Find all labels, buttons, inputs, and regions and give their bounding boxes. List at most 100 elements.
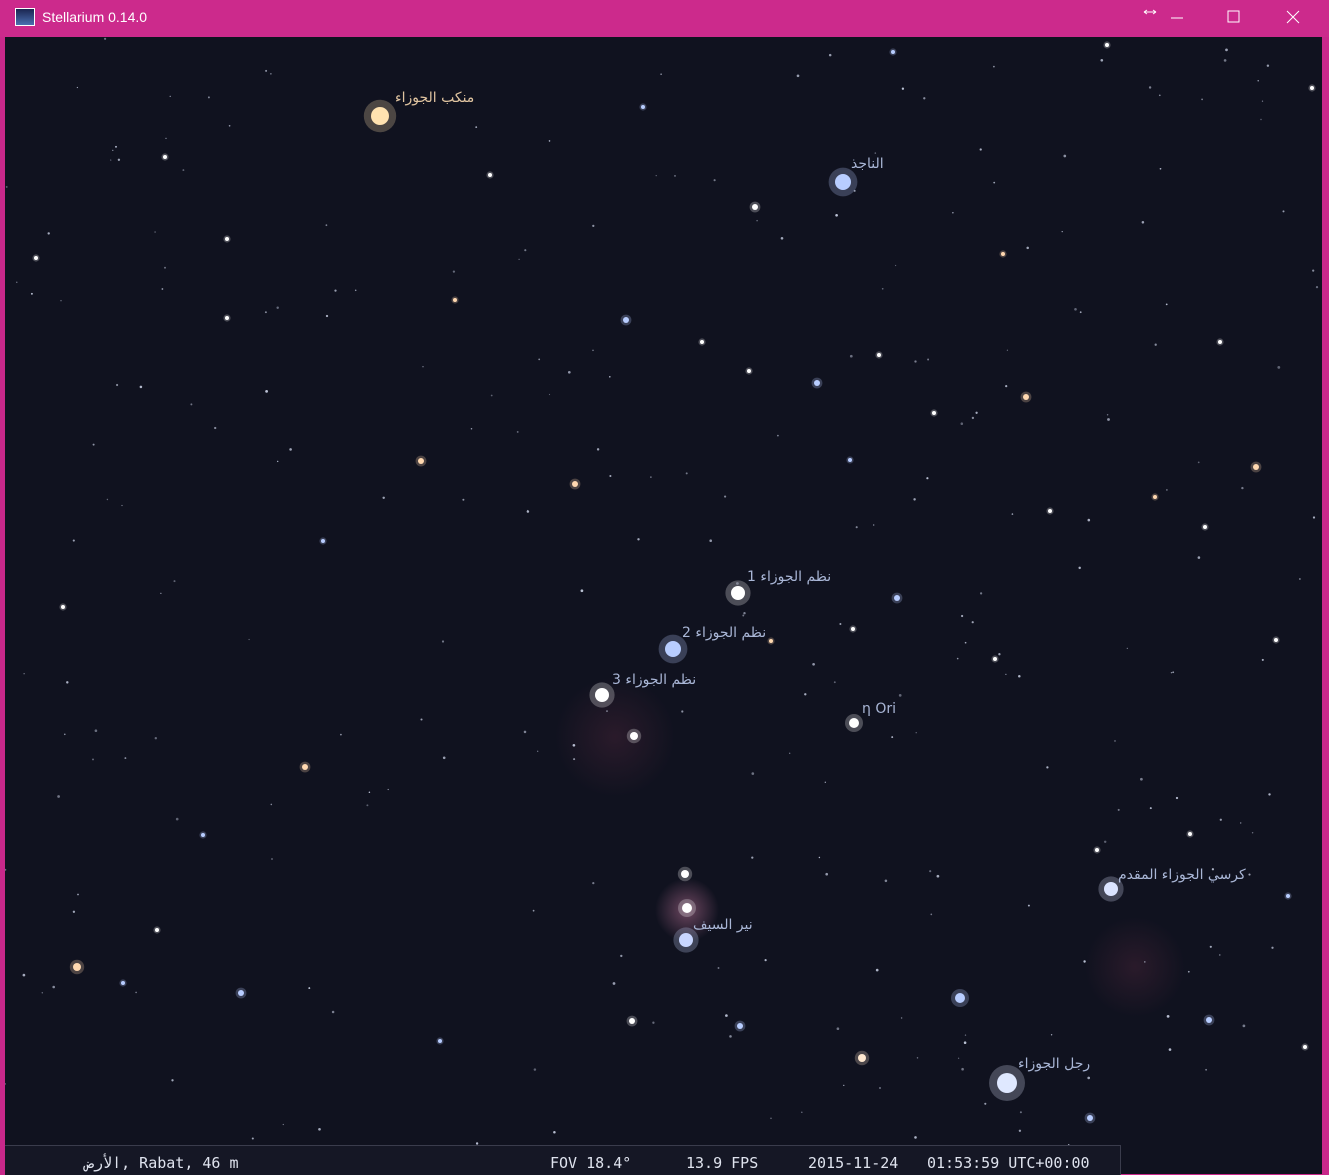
faint-star (1020, 1111, 1022, 1113)
faint-star (388, 789, 389, 790)
faint-star (1252, 832, 1253, 833)
faint-star (382, 497, 384, 499)
faint-star (993, 66, 995, 68)
star (1218, 340, 1222, 344)
star (225, 237, 229, 241)
star (891, 50, 895, 54)
star (747, 369, 751, 373)
faint-star (825, 782, 826, 783)
faint-star (686, 472, 688, 474)
faint-star (1166, 304, 1168, 306)
faint-star (709, 539, 712, 542)
faint-star (60, 300, 62, 302)
faint-star (1243, 1025, 1246, 1028)
faint-star (277, 461, 278, 462)
faint-star (326, 224, 328, 226)
faint-star (549, 140, 551, 142)
faint-star (289, 448, 292, 451)
faint-star (214, 427, 216, 429)
star (418, 458, 424, 464)
faint-star (92, 758, 94, 760)
faint-star (229, 125, 231, 127)
star (630, 732, 638, 740)
star (894, 595, 900, 601)
star-label: η Ori (862, 701, 896, 717)
star (61, 605, 65, 609)
faint-star (743, 612, 745, 614)
star-label: رجل الجوزاء (1018, 1056, 1090, 1072)
faint-star (115, 146, 117, 148)
status-bar: الأرض, Rabat, 46 m FOV 18.4° 13.9 FPS 20… (5, 1145, 1121, 1175)
faint-star (812, 663, 815, 666)
faint-star (366, 804, 368, 806)
faint-star (1088, 519, 1091, 522)
faint-star (176, 818, 179, 821)
faint-star (1260, 119, 1261, 120)
faint-star (1028, 905, 1030, 907)
faint-star (1248, 874, 1250, 876)
faint-star (606, 710, 607, 711)
star-label: منكب الجوزاء (395, 90, 474, 106)
faint-star (885, 880, 888, 883)
faint-star (77, 894, 79, 896)
faint-star (524, 731, 527, 734)
faint-star (751, 772, 754, 775)
star (681, 870, 689, 878)
faint-star (1201, 99, 1203, 101)
faint-star (1080, 311, 1082, 313)
faint-star (834, 681, 836, 683)
star-label: نظم الجوزاء 2 (682, 625, 766, 641)
faint-star (517, 431, 519, 433)
faint-star (714, 179, 716, 181)
star (1286, 894, 1290, 898)
sky-view[interactable]: منكب الجوزاء الناجذ نظم الجوزاء 1 نظم ال… (5, 37, 1322, 1174)
star (1104, 882, 1118, 896)
star (877, 353, 881, 357)
faint-star (162, 288, 164, 290)
faint-star (917, 1057, 918, 1058)
faint-star (42, 992, 43, 993)
minimize-button[interactable] (1148, 0, 1206, 37)
faint-star (718, 967, 720, 969)
star (629, 1018, 635, 1024)
faint-star (355, 290, 357, 292)
faint-star (1012, 513, 1014, 515)
faint-star (568, 371, 571, 374)
star (665, 641, 681, 657)
faint-star (914, 360, 916, 362)
faint-star (1150, 807, 1152, 809)
faint-star (597, 448, 599, 450)
faint-star (190, 403, 192, 405)
location: الأرض, Rabat, 46 m (85, 1154, 239, 1172)
faint-star (420, 718, 422, 720)
faint-star (1166, 489, 1168, 491)
faint-star (1063, 155, 1066, 158)
faint-star (1257, 80, 1258, 81)
faint-star (674, 175, 676, 177)
faint-star (961, 422, 964, 425)
faint-star (23, 974, 26, 977)
faint-star (182, 169, 184, 171)
star (1188, 832, 1192, 836)
title-bar: Stellarium 0.14.0 (0, 0, 1329, 37)
maximize-button[interactable] (1205, 0, 1263, 37)
star (641, 105, 645, 109)
faint-star (1127, 648, 1128, 649)
faint-star (95, 729, 98, 732)
faint-star (899, 694, 902, 697)
faint-star (73, 540, 75, 542)
faint-star (57, 795, 60, 798)
star-label: نظم الجوزاء 3 (612, 672, 696, 688)
star-label: كرسي الجوزاء المقدم (1118, 867, 1246, 883)
faint-star (1007, 350, 1008, 351)
faint-star (5, 1083, 6, 1085)
faint-star (1316, 286, 1318, 288)
app-icon (15, 8, 35, 26)
faint-star (609, 376, 611, 378)
faint-star (681, 710, 683, 712)
faint-star (462, 499, 464, 501)
close-button[interactable] (1263, 0, 1321, 37)
faint-star (879, 1087, 881, 1089)
faint-star (916, 732, 917, 733)
star (623, 317, 629, 323)
